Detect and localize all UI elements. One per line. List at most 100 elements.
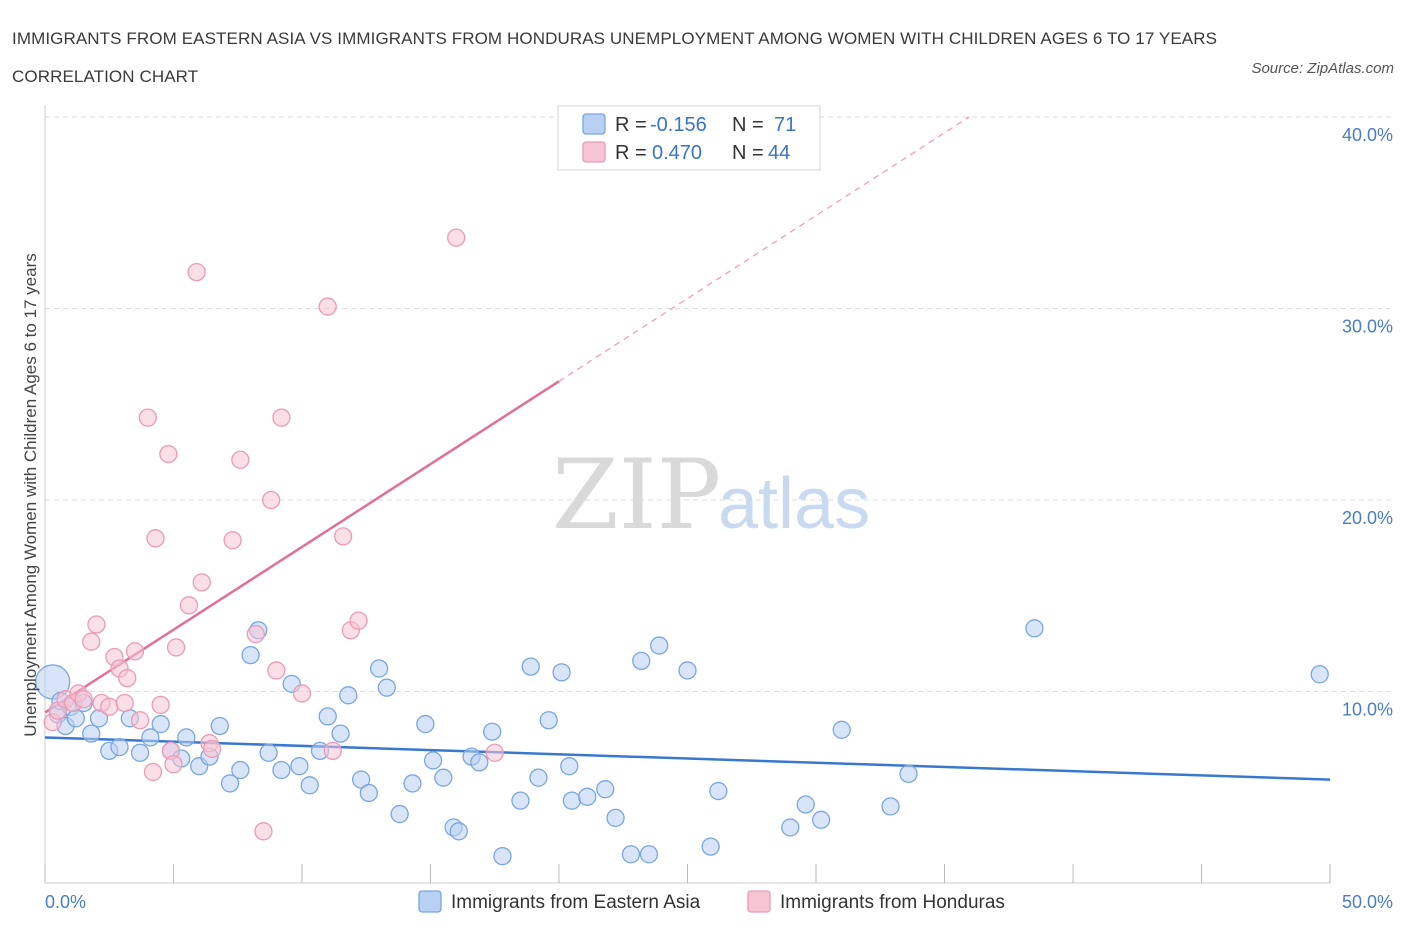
point-eastern-asia [781,818,800,837]
point-honduras [138,408,157,427]
point-eastern-asia [639,845,659,864]
point-eastern-asia [881,797,900,816]
point-eastern-asia [151,714,170,734]
point-eastern-asia [596,780,615,799]
point-honduras [179,596,199,615]
point-eastern-asia [339,686,358,705]
legend-n-label-2: N = [732,142,764,164]
point-honduras [202,739,222,759]
point-honduras [100,697,119,716]
point-eastern-asia [493,847,512,866]
point-eastern-asia [539,711,558,730]
point-eastern-asia [66,709,85,728]
point-eastern-asia [650,636,669,655]
point-eastern-asia [470,753,489,772]
y-tick-labels: 10.0% 20.0% 30.0% 40.0% [1342,125,1393,720]
point-eastern-asia [423,751,443,770]
point-honduras [323,741,342,761]
point-eastern-asia [811,810,831,829]
point-eastern-asia [241,645,260,665]
point-honduras [87,615,106,634]
point-eastern-asia [403,774,422,793]
point-honduras [187,262,206,282]
legend-r-label-1: R = [615,114,647,136]
point-honduras [485,743,504,762]
point-eastern-asia [899,764,918,783]
source-label: Source: ZipAtlas.com [1251,60,1394,77]
legend-n-label-1: N = [732,114,764,136]
point-honduras [115,693,134,713]
point-honduras [254,822,273,841]
point-eastern-asia [578,787,597,806]
point-eastern-asia [434,768,453,787]
legend-r-label-2: R = [615,142,647,164]
point-eastern-asia [521,657,540,676]
point-eastern-asia [632,651,651,671]
y-tick-label-10: 10.0% [1342,700,1393,720]
point-honduras [231,450,250,469]
series-legend-swatch-eastern-asia [418,890,442,913]
point-eastern-asia [1025,619,1044,638]
point-honduras [333,527,353,546]
x-tick-labels: 0.0% 50.0% [45,892,1393,912]
x-tick-label-min: 0.0% [45,892,86,912]
point-eastern-asia [82,724,101,743]
point-honduras [292,684,312,703]
trend-line-eastern-asia [44,736,1331,781]
series-legend: Immigrants from Eastern Asia Immigrants … [418,890,1005,913]
point-eastern-asia [259,743,278,762]
y-tick-label-40: 40.0% [1342,125,1393,145]
point-eastern-asia [331,724,350,743]
grid-lines [45,116,1395,692]
point-eastern-asia [606,808,625,828]
point-eastern-asia [621,845,641,864]
point-honduras [125,642,145,661]
point-honduras [262,490,281,510]
point-honduras [151,695,170,715]
correlation-legend: R = -0.156 N = 71 R = 0.470 N = 44 [557,105,821,171]
legend-n-value-1: 71 [774,114,796,136]
point-honduras [246,624,265,644]
series-legend-eastern-asia: Immigrants from Eastern Asia [451,892,701,913]
point-honduras [267,661,286,680]
point-eastern-asia [796,795,815,814]
axes [44,105,1331,884]
point-honduras [159,444,178,464]
point-honduras [447,228,466,247]
point-eastern-asia [290,757,309,776]
point-honduras [349,611,368,630]
point-eastern-asia [110,737,129,757]
point-honduras [130,711,150,730]
point-eastern-asia [210,716,229,736]
point-eastern-asia [709,781,728,801]
legend-swatch-pink [582,141,606,163]
point-eastern-asia [1310,665,1329,684]
point-eastern-asia [390,804,409,824]
point-eastern-asia [272,760,291,780]
point-honduras [143,762,163,782]
chart-title: IMMIGRANTS FROM EASTERN ASIA VS IMMIGRAN… [12,29,1218,86]
point-eastern-asia [832,720,851,739]
point-eastern-asia [483,722,502,741]
point-eastern-asia [130,743,150,762]
x-tick-label-max: 50.0% [1342,892,1393,912]
point-eastern-asia [529,768,548,787]
series-legend-swatch-honduras [747,890,771,913]
legend-r-value-2: 0.470 [652,142,702,164]
series-legend-honduras: Immigrants from Honduras [780,892,1005,913]
point-honduras [74,690,93,709]
watermark-zip: ZIP [552,439,721,551]
point-eastern-asia [359,783,378,803]
legend-n-value-2: 44 [768,142,790,164]
point-honduras [146,529,165,548]
data-points [35,228,1329,866]
trend-line-honduras-extension [558,116,970,382]
point-honduras [164,755,183,774]
point-eastern-asia [511,791,530,810]
point-eastern-asia [318,707,337,726]
point-honduras [272,408,291,427]
point-honduras [118,668,137,688]
watermark: ZIP atlas [552,439,870,551]
point-eastern-asia [369,659,389,678]
